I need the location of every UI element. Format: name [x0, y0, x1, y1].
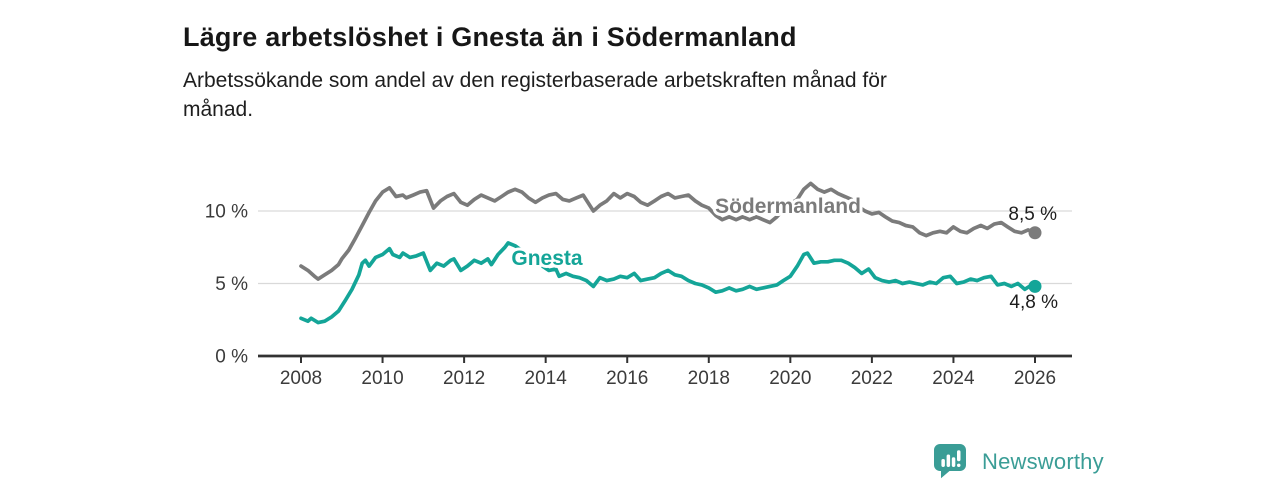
- x-tick-label-2020: 2020: [769, 368, 811, 389]
- series-label-sodermanland: Södermanland: [715, 195, 861, 218]
- chart-subtitle-line2: månad.: [183, 98, 254, 121]
- end-dot-sodermanland: [1028, 226, 1042, 240]
- x-tick-label-2010: 2010: [361, 368, 403, 389]
- y-tick-label-10pct: 10 %: [205, 202, 248, 223]
- newsworthy-logo[interactable]: Newsworthy: [934, 444, 1104, 479]
- x-tick-label-2016: 2016: [606, 368, 648, 389]
- page-title: Lägre arbetslöshet i Gnesta än i Söderma…: [183, 22, 797, 53]
- y-tick-label-5pct: 5 %: [215, 274, 248, 295]
- series-line-gnesta: [299, 241, 1037, 325]
- series-line-sodermanland: [299, 181, 1037, 281]
- newsworthy-logo-icon: [934, 444, 966, 479]
- series-label-gnesta: Gnesta: [511, 247, 583, 270]
- chart-subtitle-line1: Arbetssökande som andel av den registerb…: [183, 69, 887, 92]
- end-dot-gnesta: [1028, 279, 1042, 293]
- x-tick-label-2022: 2022: [851, 368, 893, 389]
- x-tick-label-2014: 2014: [525, 368, 568, 389]
- x-tick-label-2012: 2012: [443, 368, 485, 389]
- chart-subtitle: Arbetssökande som andel av den registerb…: [183, 66, 887, 124]
- x-tick-label-2018: 2018: [688, 368, 730, 389]
- y-tick-label-0pct: 0 %: [215, 347, 248, 368]
- newsworthy-logo-text: Newsworthy: [982, 448, 1104, 474]
- x-tick-label-2024: 2024: [932, 368, 975, 389]
- x-tick-label-2026: 2026: [1014, 368, 1056, 389]
- end-value-label-gnesta: 4,8 %: [1009, 292, 1058, 313]
- end-value-label-sodermanland: 8,5 %: [1008, 204, 1057, 225]
- x-tick-label-2008: 2008: [280, 368, 322, 389]
